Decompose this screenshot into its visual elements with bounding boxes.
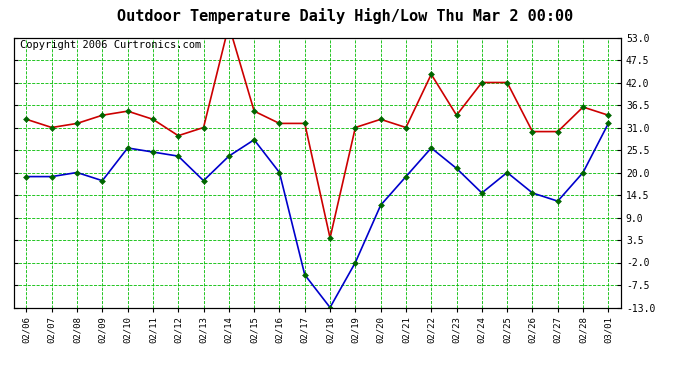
Point [274,120,285,126]
Point [451,165,462,171]
Point [578,170,589,176]
Point [375,116,386,122]
Point [172,133,184,139]
Point [198,178,209,184]
Point [502,80,513,86]
Point [527,190,538,196]
Point [324,304,335,310]
Point [21,116,32,122]
Point [248,108,259,114]
Point [97,112,108,118]
Point [502,170,513,176]
Point [552,198,563,204]
Point [21,174,32,180]
Point [578,104,589,110]
Point [148,149,159,155]
Text: Outdoor Temperature Daily High/Low Thu Mar 2 00:00: Outdoor Temperature Daily High/Low Thu M… [117,8,573,24]
Point [274,170,285,176]
Point [400,124,411,130]
Point [400,174,411,180]
Point [172,153,184,159]
Point [97,178,108,184]
Point [476,190,487,196]
Point [72,170,83,176]
Point [299,120,310,126]
Point [375,202,386,208]
Point [603,112,614,118]
Point [72,120,83,126]
Point [224,22,235,28]
Point [552,129,563,135]
Point [224,153,235,159]
Point [476,80,487,86]
Point [603,120,614,126]
Point [248,137,259,143]
Point [198,124,209,130]
Point [46,174,57,180]
Point [299,272,310,278]
Point [122,145,133,151]
Point [426,145,437,151]
Point [324,235,335,241]
Point [350,260,361,266]
Point [46,124,57,130]
Point [122,108,133,114]
Point [451,112,462,118]
Point [350,124,361,130]
Point [426,71,437,77]
Point [527,129,538,135]
Point [148,116,159,122]
Text: Copyright 2006 Curtronics.com: Copyright 2006 Curtronics.com [20,40,201,50]
